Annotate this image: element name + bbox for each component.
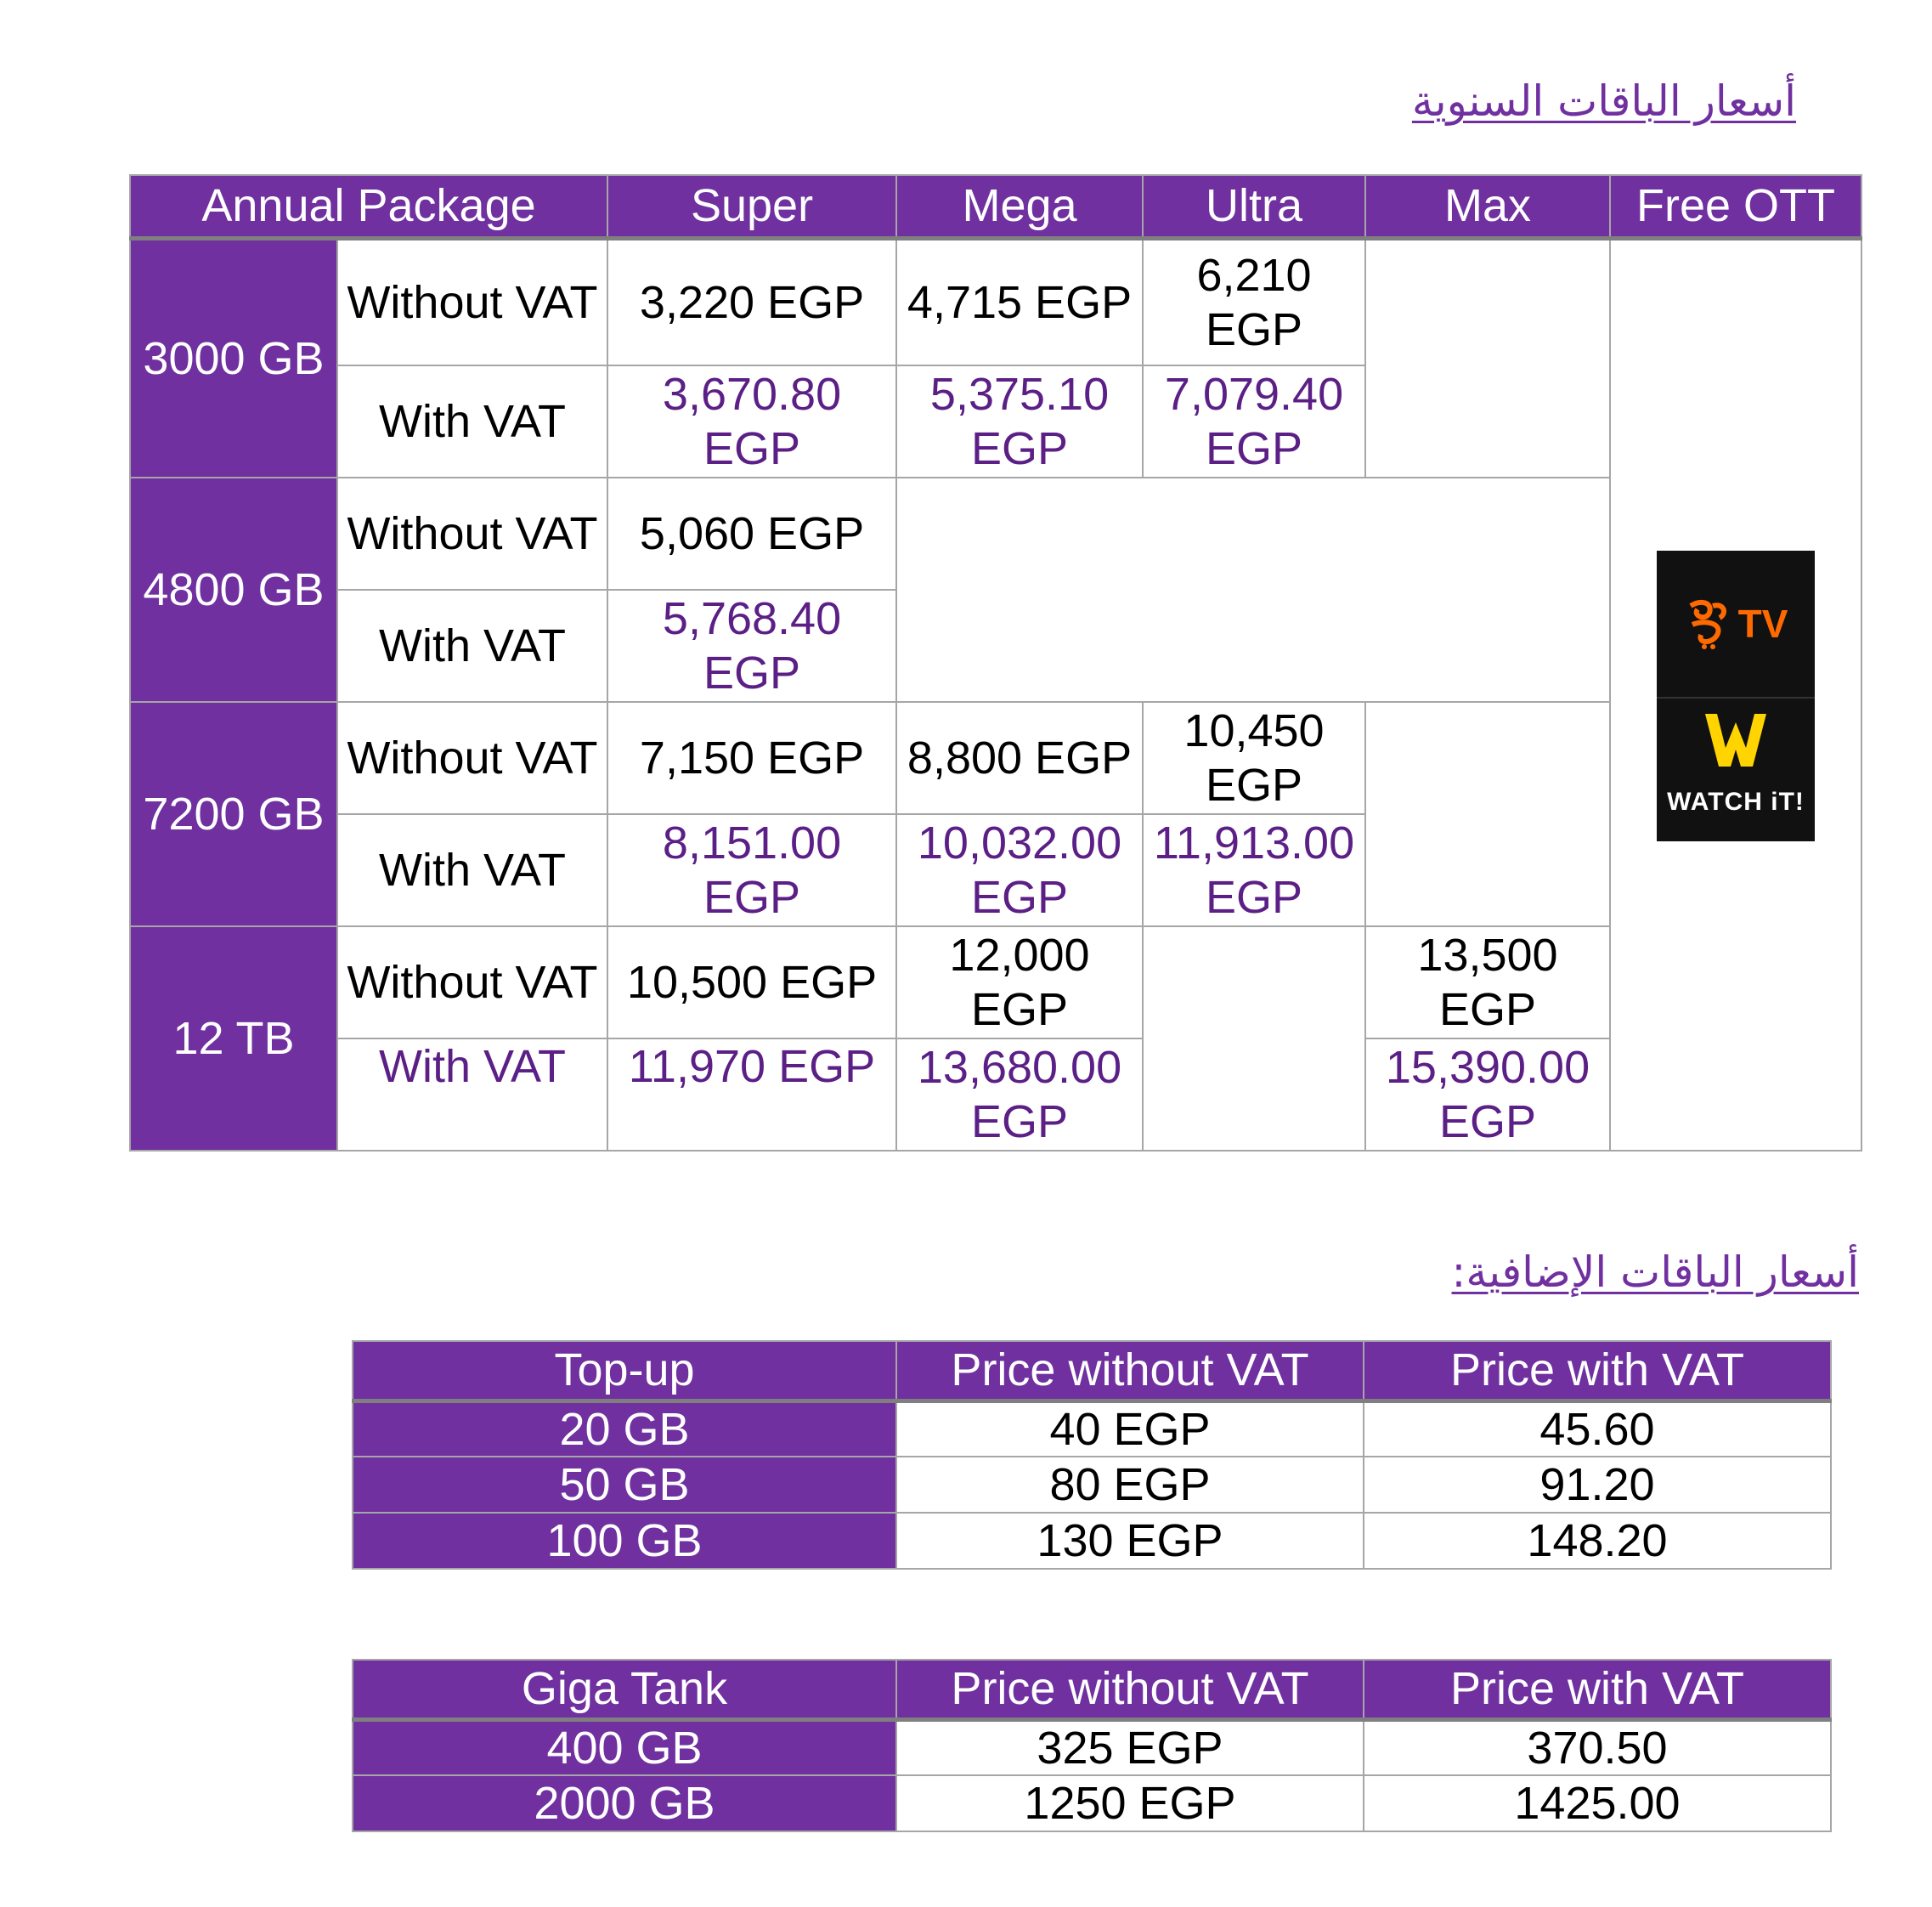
empty-cell <box>1364 701 1612 927</box>
empty-cell <box>1364 237 1612 478</box>
giga-tank-size: 2000 GB <box>352 1774 897 1832</box>
watchit-logo-icon: WATCH iT! <box>1657 698 1816 841</box>
price-cell: 325 EGP <box>895 1718 1364 1776</box>
topup-size: 100 GB <box>352 1512 897 1570</box>
without-vat-label: Without VAT <box>336 925 609 1039</box>
table-row: 20 GB 40 EGP 45.60 <box>352 1400 1832 1457</box>
package-size-12tb: 12 TB <box>129 925 338 1152</box>
header-mega: Mega <box>895 174 1144 240</box>
watchit-logo-text: WATCH iT! <box>1667 787 1805 816</box>
topup-size: 20 GB <box>352 1400 897 1457</box>
without-vat-label: Without VAT <box>336 477 609 591</box>
annual-packages-heading: أسعار الباقات السنوية <box>1411 76 1796 126</box>
annual-packages-table: Annual Package Super Mega Ultra Max Free… <box>128 174 1863 1152</box>
header-super: Super <box>607 174 898 240</box>
header-price-with-vat: Price with VAT <box>1363 1659 1832 1722</box>
table-row: 50 GB 80 EGP 91.20 <box>352 1456 1832 1514</box>
table-row: 400 GB 325 EGP 370.50 <box>352 1718 1832 1776</box>
giga-tank-size: 400 GB <box>352 1718 897 1776</box>
without-vat-label: Without VAT <box>336 701 609 815</box>
price-cell: 10,450 EGP <box>1142 701 1367 815</box>
price-cell: 3,670.80 EGP <box>607 365 898 478</box>
price-cell: 12,000 EGP <box>895 925 1144 1039</box>
table-row: With VAT 11,970 EGP 13,680.00 EGP 15,390… <box>130 1038 1861 1152</box>
with-vat-label: With VAT <box>336 365 609 478</box>
giga-tank-table: Giga Tank Price without VAT Price with V… <box>352 1659 1832 1832</box>
price-cell: 91.20 <box>1363 1456 1832 1514</box>
table-row: 4800 GB Without VAT 5,060 EGP <box>129 477 1861 703</box>
table-row: 7200 GB Without VAT 7,150 EGP 8,800 EGP … <box>129 701 1861 927</box>
without-vat-label: Without VAT <box>336 237 609 366</box>
free-ott-cell: TV WATCH iT! <box>1609 237 1863 1152</box>
header-price-without-vat: Price without VAT <box>895 1340 1364 1403</box>
price-cell: 148.20 <box>1363 1512 1832 1570</box>
package-size-4800gb: 4800 GB <box>129 477 338 703</box>
table-row: With VAT 5,768.40 EGP <box>130 589 1861 703</box>
table-header-row: Annual Package Super Mega Ultra Max Free… <box>128 174 1863 240</box>
watchit-w-icon <box>1705 713 1767 767</box>
table-header-row: Top-up Price without VAT Price with VAT <box>352 1340 1832 1403</box>
price-cell: 8,800 EGP <box>895 701 1144 815</box>
with-vat-label: With VAT <box>336 589 609 703</box>
price-cell: 4,715 EGP <box>895 237 1144 366</box>
price-cell: 8,151.00 EGP <box>607 813 898 927</box>
price-cell: 11,970 EGP <box>607 1038 898 1152</box>
yanga-tv-logo-icon: TV <box>1657 550 1816 699</box>
tv-logo-text: TV <box>1737 601 1788 646</box>
with-vat-label: With VAT <box>336 813 609 927</box>
price-cell: 13,680.00 EGP <box>895 1038 1144 1152</box>
topup-table: Top-up Price without VAT Price with VAT … <box>352 1340 1832 1570</box>
price-cell: 40 EGP <box>895 1400 1364 1457</box>
price-cell: 5,768.40 EGP <box>607 589 898 703</box>
price-cell: 80 EGP <box>895 1456 1364 1514</box>
header-max: Max <box>1364 174 1612 240</box>
price-cell: 45.60 <box>1363 1400 1832 1457</box>
package-size-7200gb: 7200 GB <box>129 701 338 927</box>
price-cell: 10,500 EGP <box>607 925 898 1039</box>
price-cell: 3,220 EGP <box>607 237 898 366</box>
header-ultra: Ultra <box>1142 174 1367 240</box>
price-cell: 5,375.10 EGP <box>895 365 1144 478</box>
price-cell: 10,032.00 EGP <box>895 813 1144 927</box>
price-cell: 11,913.00 EGP <box>1142 813 1367 927</box>
package-size-3000gb: 3000 GB <box>129 237 338 478</box>
topup-size: 50 GB <box>352 1456 897 1514</box>
header-price-with-vat: Price with VAT <box>1363 1340 1832 1403</box>
price-cell: 7,079.40 EGP <box>1142 365 1367 478</box>
price-cell: 1425.00 <box>1363 1774 1832 1832</box>
with-vat-label: With VAT <box>336 1038 609 1152</box>
header-annual-package: Annual Package <box>128 174 609 240</box>
empty-cell <box>1142 925 1367 1152</box>
table-row: With VAT 8,151.00 EGP 10,032.00 EGP 11,9… <box>130 813 1861 927</box>
price-cell: 13,500 EGP <box>1364 925 1612 1039</box>
header-giga-tank: Giga Tank <box>352 1659 897 1722</box>
header-topup: Top-up <box>352 1340 897 1403</box>
header-price-without-vat: Price without VAT <box>895 1659 1364 1722</box>
price-cell: 130 EGP <box>895 1512 1364 1570</box>
price-cell: 15,390.00 EGP <box>1364 1038 1612 1152</box>
table-header-row: Giga Tank Price without VAT Price with V… <box>352 1659 1832 1722</box>
table-row: 3000 GB Without VAT 3,220 EGP 4,715 EGP … <box>129 237 1863 1152</box>
price-cell: 6,210 EGP <box>1142 237 1367 366</box>
table-row: 2000 GB 1250 EGP 1425.00 <box>352 1774 1832 1832</box>
price-cell: 5,060 EGP <box>607 477 898 591</box>
yanga-tv-logo-icon <box>1688 599 1726 649</box>
price-cell: 1250 EGP <box>895 1774 1364 1832</box>
table-row: 100 GB 130 EGP 148.20 <box>352 1512 1832 1570</box>
addon-packages-heading: أسعار الباقات الإضافية: <box>1451 1248 1859 1297</box>
table-row: With VAT 3,670.80 EGP 5,375.10 EGP 7,079… <box>130 365 1861 478</box>
empty-cell <box>896 478 1610 702</box>
price-cell: 7,150 EGP <box>607 701 898 815</box>
price-cell: 370.50 <box>1363 1718 1832 1776</box>
header-free-ott: Free OTT <box>1609 174 1863 240</box>
table-row: 12 TB Without VAT 10,500 EGP 12,000 EGP … <box>129 925 1861 1152</box>
